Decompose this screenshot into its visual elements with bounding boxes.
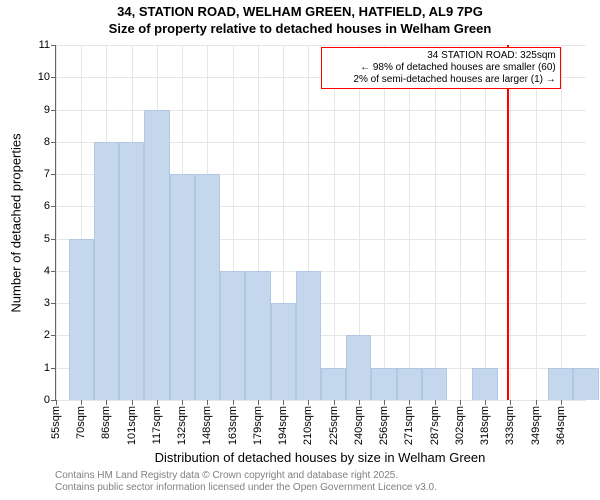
x-tick bbox=[56, 400, 57, 405]
y-tick-label: 4 bbox=[44, 265, 50, 277]
x-tick-label: 349sqm bbox=[530, 406, 542, 445]
histogram-bar bbox=[321, 368, 346, 400]
gridline-v bbox=[485, 45, 486, 400]
y-tick-label: 6 bbox=[44, 200, 50, 212]
x-tick bbox=[409, 400, 410, 405]
x-tick bbox=[81, 400, 82, 405]
annotation-box: 34 STATION ROAD: 325sqm← 98% of detached… bbox=[321, 47, 561, 89]
y-tick-label: 0 bbox=[44, 394, 50, 406]
x-tick-label: 318sqm bbox=[479, 406, 491, 445]
y-tick-label: 2 bbox=[44, 329, 50, 341]
histogram-bar bbox=[119, 142, 144, 400]
histogram-bar bbox=[245, 271, 270, 400]
x-tick bbox=[157, 400, 158, 405]
x-tick-label: 70sqm bbox=[75, 406, 87, 439]
y-tick-label: 3 bbox=[44, 297, 50, 309]
gridline-v bbox=[561, 45, 562, 400]
x-tick bbox=[485, 400, 486, 405]
x-tick bbox=[384, 400, 385, 405]
x-tick bbox=[561, 400, 562, 405]
marker-line bbox=[507, 45, 509, 400]
histogram-bar bbox=[271, 303, 296, 400]
histogram-bar bbox=[144, 110, 169, 400]
gridline-v bbox=[460, 45, 461, 400]
x-tick-label: 163sqm bbox=[227, 406, 239, 445]
gridline-v bbox=[56, 45, 57, 400]
x-tick-label: 55sqm bbox=[50, 406, 62, 439]
x-tick-label: 117sqm bbox=[151, 406, 163, 444]
x-tick bbox=[510, 400, 511, 405]
histogram-bar bbox=[422, 368, 447, 400]
x-tick bbox=[207, 400, 208, 405]
x-tick-label: 364sqm bbox=[555, 406, 567, 445]
y-tick-label: 1 bbox=[44, 362, 50, 374]
histogram-bar bbox=[346, 335, 371, 400]
y-tick-label: 11 bbox=[39, 39, 50, 51]
x-tick-label: 101sqm bbox=[126, 406, 138, 445]
footer-attribution: Contains HM Land Registry data © Crown c… bbox=[55, 470, 437, 494]
histogram-bar bbox=[573, 368, 598, 400]
footer-line-1: Contains HM Land Registry data © Crown c… bbox=[55, 470, 437, 482]
x-tick bbox=[536, 400, 537, 405]
y-tick-label: 8 bbox=[44, 136, 50, 148]
histogram-bar bbox=[69, 239, 94, 400]
x-tick-label: 333sqm bbox=[504, 406, 516, 445]
x-tick-label: 271sqm bbox=[403, 406, 415, 445]
x-tick bbox=[334, 400, 335, 405]
x-tick-label: 132sqm bbox=[176, 406, 188, 445]
gridline-h bbox=[56, 400, 586, 401]
title-line-1: 34, STATION ROAD, WELHAM GREEN, HATFIELD… bbox=[0, 4, 600, 19]
gridline-v bbox=[409, 45, 410, 400]
x-tick bbox=[308, 400, 309, 405]
x-tick-label: 148sqm bbox=[201, 406, 213, 445]
annotation-line: 34 STATION ROAD: 325sqm bbox=[326, 50, 556, 62]
annotation-line: ← 98% of detached houses are smaller (60… bbox=[326, 62, 556, 74]
x-tick bbox=[106, 400, 107, 405]
gridline-v bbox=[536, 45, 537, 400]
x-tick-label: 256sqm bbox=[378, 406, 390, 445]
x-tick bbox=[460, 400, 461, 405]
x-tick-label: 86sqm bbox=[100, 406, 112, 439]
x-tick-label: 287sqm bbox=[429, 406, 441, 445]
histogram-bar bbox=[397, 368, 422, 400]
annotation-line: 2% of semi-detached houses are larger (1… bbox=[326, 74, 556, 86]
x-tick bbox=[283, 400, 284, 405]
gridline-v bbox=[510, 45, 511, 400]
x-tick-label: 179sqm bbox=[252, 406, 264, 445]
histogram-bar bbox=[548, 368, 573, 400]
x-tick bbox=[435, 400, 436, 405]
gridline-v bbox=[384, 45, 385, 400]
x-tick-label: 240sqm bbox=[353, 406, 365, 445]
histogram-bar bbox=[94, 142, 119, 400]
x-tick bbox=[132, 400, 133, 405]
histogram-bar bbox=[220, 271, 245, 400]
x-tick bbox=[233, 400, 234, 405]
histogram-bar bbox=[170, 174, 195, 400]
x-axis-label: Distribution of detached houses by size … bbox=[155, 450, 486, 465]
y-tick-label: 10 bbox=[38, 71, 50, 83]
y-tick-label: 5 bbox=[44, 233, 50, 245]
plot-area: 0123456789101155sqm70sqm86sqm101sqm117sq… bbox=[55, 45, 586, 401]
x-tick-label: 194sqm bbox=[277, 406, 289, 445]
footer-line-2: Contains public sector information licen… bbox=[55, 482, 437, 494]
histogram-bar bbox=[472, 368, 497, 400]
y-tick-label: 9 bbox=[44, 104, 50, 116]
x-tick-label: 302sqm bbox=[454, 406, 466, 445]
x-tick-label: 210sqm bbox=[302, 406, 314, 445]
title-line-2: Size of property relative to detached ho… bbox=[0, 21, 600, 36]
y-tick-label: 7 bbox=[44, 168, 50, 180]
x-tick bbox=[359, 400, 360, 405]
x-tick bbox=[182, 400, 183, 405]
histogram-bar bbox=[296, 271, 321, 400]
histogram-bar bbox=[195, 174, 220, 400]
chart-container: { "title_line1": "34, STATION ROAD, WELH… bbox=[0, 0, 600, 500]
gridline-v bbox=[334, 45, 335, 400]
x-tick bbox=[258, 400, 259, 405]
x-tick-label: 225sqm bbox=[328, 406, 340, 445]
histogram-bar bbox=[371, 368, 396, 400]
y-axis-label: Number of detached properties bbox=[9, 133, 24, 312]
gridline-v bbox=[435, 45, 436, 400]
